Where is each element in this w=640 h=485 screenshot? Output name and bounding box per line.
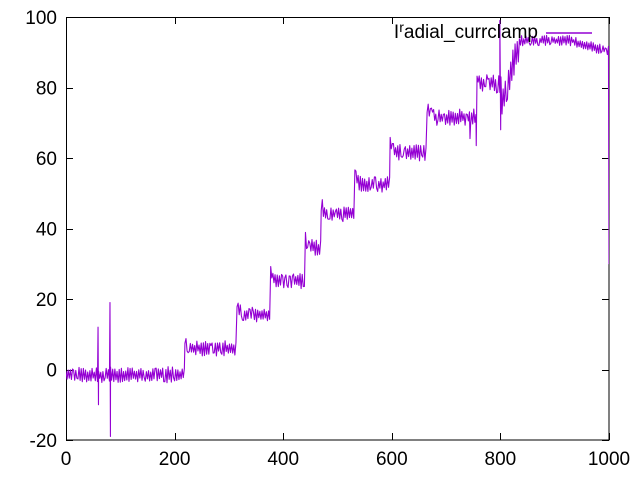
y-tick-label: 0 [46, 361, 57, 382]
x-tick-label: 200 [159, 449, 191, 470]
x-tick-label: 800 [485, 449, 517, 470]
x-tick-label: 400 [267, 449, 299, 470]
y-tick-label: 100 [25, 8, 57, 29]
legend: Iradial_currclamp [394, 19, 592, 43]
y-tick-label: 20 [36, 290, 57, 311]
series-line-radial-currclamp [66, 19, 609, 438]
y-tick-label: -20 [30, 431, 57, 452]
y-tick-label: 40 [36, 220, 57, 241]
y-tick-label: 80 [36, 79, 57, 100]
x-tick-label: 1000 [588, 449, 630, 470]
y-tick-label: 60 [36, 149, 57, 170]
axis-ticks [66, 17, 610, 441]
legend-label: Iradial_currclamp [394, 19, 538, 43]
x-tick-label: 600 [376, 449, 408, 470]
x-tick-label: 0 [61, 449, 72, 470]
